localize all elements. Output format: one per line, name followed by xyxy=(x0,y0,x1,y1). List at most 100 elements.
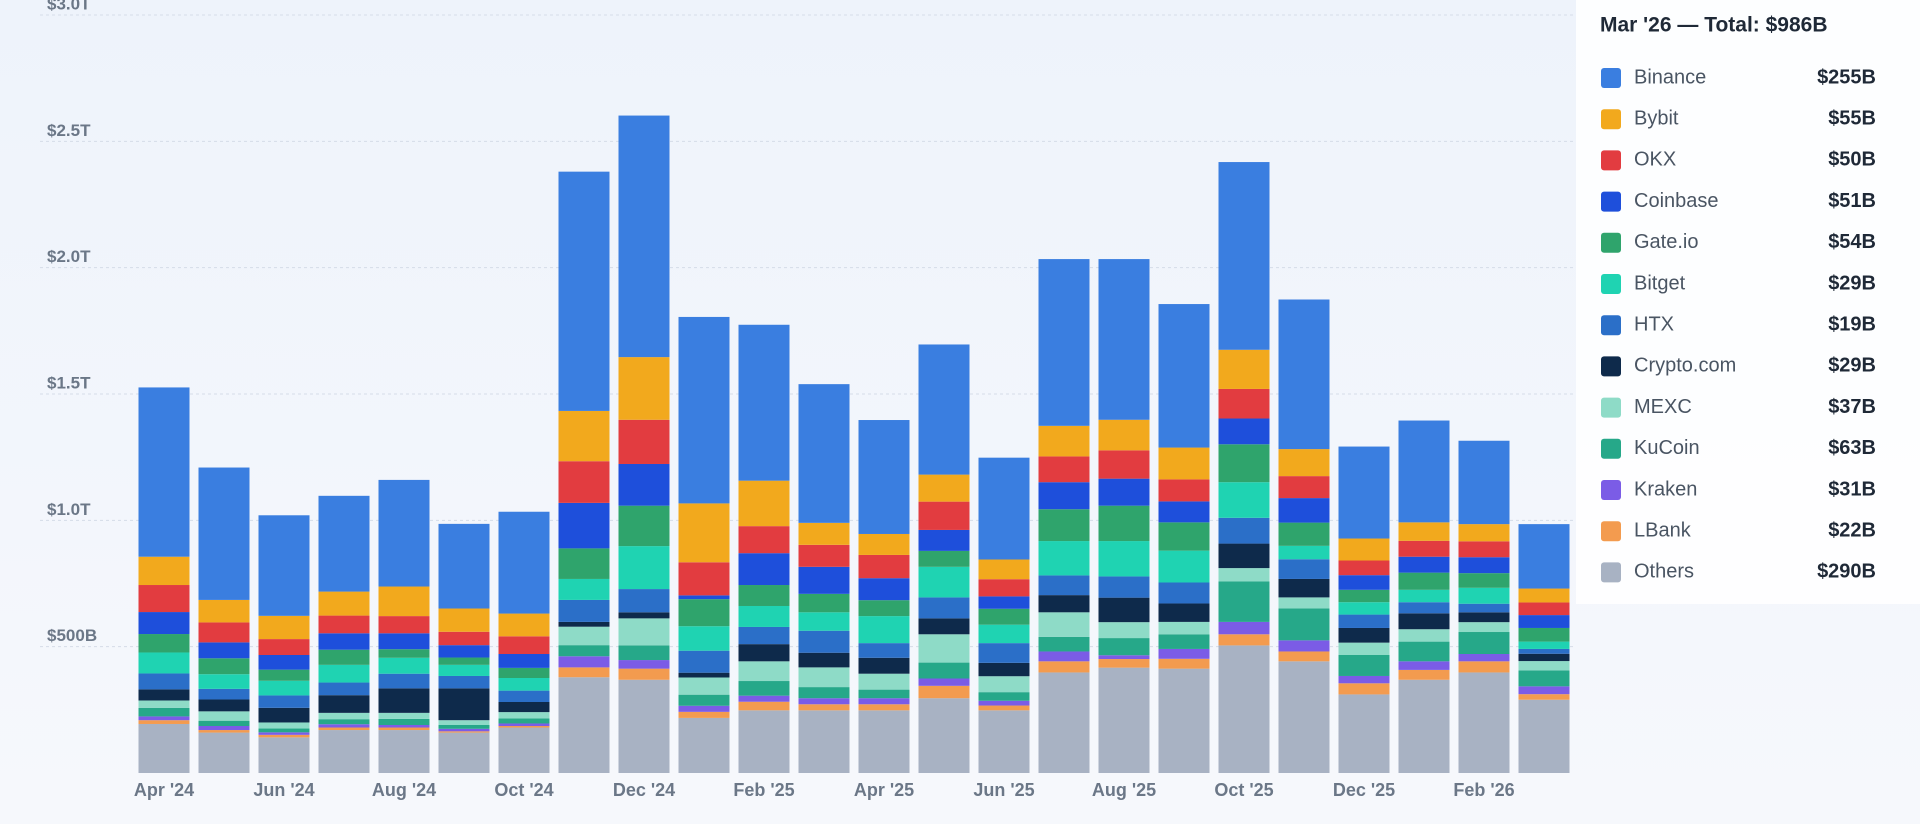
bar-segment xyxy=(438,732,490,773)
bar-segment xyxy=(498,613,550,637)
bar-segment xyxy=(918,529,970,551)
bar-segment xyxy=(558,548,610,579)
bar-segment xyxy=(798,704,850,711)
legend-label: OKX xyxy=(1634,149,1676,171)
legend-label: MEXC xyxy=(1634,396,1692,418)
x-tick-label: Aug '25 xyxy=(1092,780,1156,800)
bar-segment xyxy=(438,523,490,609)
bar-segment xyxy=(798,612,850,631)
bar-segment xyxy=(558,667,610,678)
bar-segment xyxy=(378,649,430,658)
bar-segment xyxy=(1278,522,1330,546)
bar-segment xyxy=(1458,587,1510,604)
bar-segment xyxy=(318,495,370,592)
bar-segment xyxy=(1158,522,1210,551)
bar-segment xyxy=(1098,478,1150,506)
bar-segment xyxy=(1158,447,1210,480)
bar-segment xyxy=(138,634,190,653)
x-tick-label: Dec '24 xyxy=(613,780,675,800)
bar-segment xyxy=(1458,632,1510,654)
bar-segment xyxy=(1338,575,1390,590)
bar-segment xyxy=(1338,538,1390,561)
bar-segment xyxy=(1278,545,1330,560)
bar-segment xyxy=(678,677,730,695)
bar-segment xyxy=(1338,694,1390,773)
bar-segment xyxy=(438,645,490,658)
bar-segment xyxy=(978,457,1030,560)
bar-segment xyxy=(258,639,310,656)
bar-segment xyxy=(1458,661,1510,673)
bar-segment xyxy=(858,578,910,601)
bar-segment xyxy=(1098,655,1150,660)
bar-segment xyxy=(1218,621,1270,635)
bar-segment xyxy=(1098,667,1150,773)
y-tick-label: $2.0T xyxy=(47,247,91,266)
y-tick-label: $500B xyxy=(47,626,97,645)
bar-segment xyxy=(138,723,190,773)
bar-segment xyxy=(798,652,850,668)
bar-segment xyxy=(918,474,970,502)
bar-segment xyxy=(498,726,550,728)
bar-segment xyxy=(1398,661,1450,670)
bar-segment xyxy=(1038,661,1090,673)
bar-segment xyxy=(1398,556,1450,573)
bar-segment xyxy=(1278,476,1330,499)
bar-segment xyxy=(1518,670,1570,687)
bar-segment xyxy=(1038,456,1090,483)
bar-segment xyxy=(1398,572,1450,590)
bar-segment xyxy=(558,626,610,646)
bar-segment xyxy=(138,387,190,557)
legend-swatch xyxy=(1601,521,1621,542)
bar-segment xyxy=(258,707,310,723)
bar-segment xyxy=(918,678,970,686)
bar-segment xyxy=(918,662,970,679)
bar-segment xyxy=(1098,638,1150,656)
bar-segment xyxy=(138,673,190,690)
bar-segment xyxy=(858,698,910,705)
bar-segment xyxy=(1038,651,1090,662)
bar-segment xyxy=(1338,560,1390,576)
bar-segment xyxy=(438,731,490,733)
bar-segment xyxy=(1278,640,1330,652)
bar-segment xyxy=(378,718,430,725)
bar-segment xyxy=(1218,444,1270,483)
bar-segment xyxy=(1518,615,1570,628)
bar-segment xyxy=(738,681,790,696)
bar-segment xyxy=(138,720,190,724)
bar-segment xyxy=(318,615,370,634)
bar-segment xyxy=(378,633,430,650)
bar-segment xyxy=(618,589,670,613)
bar-segment xyxy=(378,657,430,674)
bar-segment xyxy=(378,712,430,719)
bar-segment xyxy=(1038,482,1090,510)
x-tick-label: Dec '25 xyxy=(1333,780,1395,800)
bar-segment xyxy=(918,501,970,530)
bar-segment xyxy=(438,675,490,689)
bar-segment xyxy=(378,616,430,634)
bar-segment xyxy=(318,727,370,731)
legend-panel xyxy=(1576,0,1920,604)
bar-segment xyxy=(918,618,970,635)
bar-segment xyxy=(1098,597,1150,623)
bar-segment xyxy=(798,522,850,545)
bar-segment xyxy=(438,720,490,725)
bar-segment xyxy=(1458,524,1510,542)
bar-segment xyxy=(618,660,670,669)
bar-segment xyxy=(138,556,190,586)
bar-segment xyxy=(858,420,910,534)
bar-segment xyxy=(678,562,730,596)
y-tick-label: $2.5T xyxy=(47,121,91,140)
bar-segment xyxy=(1158,501,1210,523)
bar-segment xyxy=(798,384,850,523)
bar-segment xyxy=(198,720,250,727)
bar-segment xyxy=(378,479,430,587)
bar-segment xyxy=(1458,622,1510,633)
bar-segment xyxy=(138,700,190,708)
bar-segment xyxy=(918,344,970,475)
bar-segment xyxy=(318,712,370,720)
bar-segment xyxy=(258,655,310,670)
bar-segment xyxy=(558,621,610,627)
y-tick-label: $3.0T xyxy=(47,0,91,13)
bar-segment xyxy=(858,600,910,617)
